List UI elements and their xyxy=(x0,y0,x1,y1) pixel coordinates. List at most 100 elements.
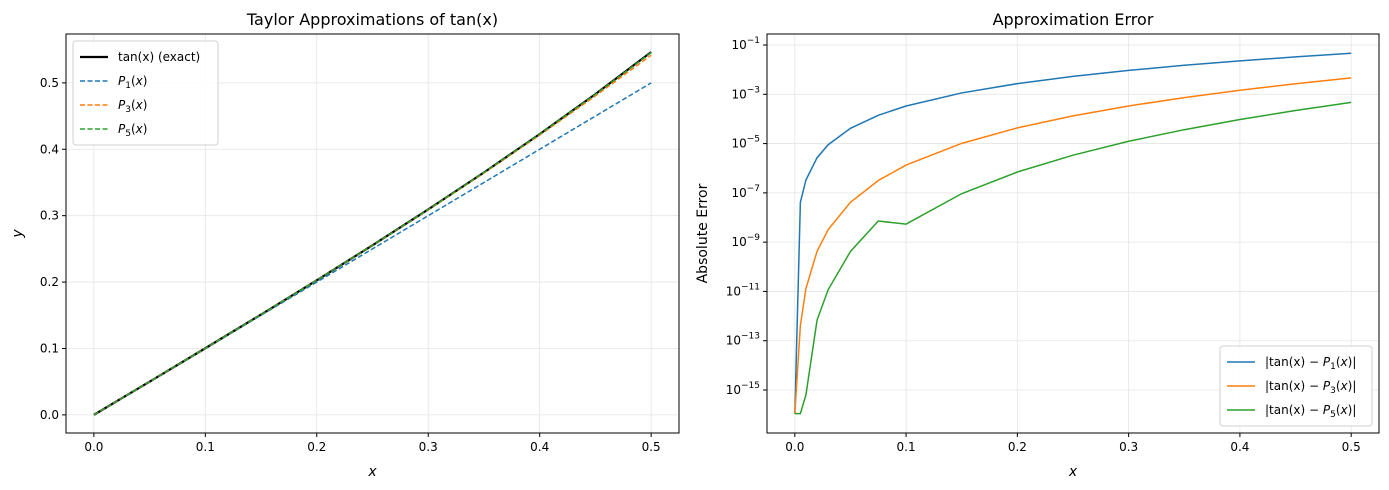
legend-label-part: P xyxy=(1323,355,1331,369)
series-line-1 xyxy=(794,52,1352,414)
axes-frame xyxy=(65,33,680,434)
legend-label-part: |tan(x) − xyxy=(1265,379,1323,393)
chart-title: Approximation Error xyxy=(993,10,1154,29)
x-tick-label: 0.5 xyxy=(642,440,661,454)
legend-label-part: )| xyxy=(1348,403,1357,417)
legend-label-part: x xyxy=(135,74,144,88)
legend-label-part: 1 xyxy=(1330,362,1336,372)
tick-exponent: −11 xyxy=(741,282,760,292)
x-tick-label: 0.2 xyxy=(307,440,326,454)
legend-label: |tan(x) − P3(x)| xyxy=(1265,379,1356,396)
x-tick-label: 0.1 xyxy=(897,440,916,454)
y-tick-label: 10−5 xyxy=(731,135,760,151)
x-tick-label: 0.2 xyxy=(1008,440,1027,454)
y-tick-label: 10−13 xyxy=(726,332,760,348)
tick-exponent: −15 xyxy=(741,381,760,391)
y-tick-label: 10−9 xyxy=(731,233,760,249)
chart-1: 0.0 0.1 0.2 0.3 0.4 0.5 0.0 0.1 0.2 0.3 0.4 0.5 Tayl… xyxy=(10,10,680,480)
x-tick-label: 0.3 xyxy=(1119,440,1138,454)
y-tick-label: 0.1 xyxy=(40,341,59,355)
x-axis-label: x xyxy=(367,464,377,480)
tick-base: 10 xyxy=(726,383,741,397)
tick-base: 10 xyxy=(726,334,741,348)
tick-base: 10 xyxy=(731,235,746,249)
axes-frame xyxy=(766,33,1380,434)
y-tick-label: 0.0 xyxy=(40,408,59,422)
y-tick-label: 10−11 xyxy=(726,282,760,298)
legend: |tan(x) − P1(x)||tan(x) − P3(x)||tan(x) … xyxy=(1219,345,1373,427)
x-tick-label: 0.0 xyxy=(84,440,103,454)
tick-base: 10 xyxy=(726,284,741,298)
x-tick-label: 0.3 xyxy=(419,440,438,454)
legend-label-part: ) xyxy=(143,98,148,112)
legend-label-part: x xyxy=(1340,355,1349,369)
y-axis-label: y xyxy=(10,229,26,239)
y-tick-label: 0.4 xyxy=(40,142,59,156)
y-tick-label: 10−3 xyxy=(731,85,760,101)
legend-label-part: 3 xyxy=(125,105,131,115)
tick-base: 10 xyxy=(731,186,746,200)
legend-label-part: 5 xyxy=(125,129,131,139)
legend-label-part: x xyxy=(1340,379,1349,393)
tick-exponent: −9 xyxy=(747,233,761,243)
legend-label-part: ( xyxy=(131,98,136,112)
legend-label-part: P xyxy=(118,122,126,136)
y-tick-label: 0.5 xyxy=(40,76,59,90)
legend-box xyxy=(72,40,219,146)
y-axis-label: Absolute Error xyxy=(695,183,711,283)
tick-exponent: −13 xyxy=(741,332,760,342)
y-tick-label: 0.3 xyxy=(40,209,59,223)
legend-label-part: 1 xyxy=(125,81,131,91)
tick-base: 10 xyxy=(731,38,746,52)
tick-base: 10 xyxy=(731,137,746,151)
tick-exponent: −3 xyxy=(747,85,760,95)
legend-label-part: ( xyxy=(131,122,136,136)
tick-exponent: −7 xyxy=(747,184,760,194)
legend-label-part: ( xyxy=(131,74,136,88)
legend-label: P3(x) xyxy=(118,98,147,115)
x-tick-label: 0.5 xyxy=(1342,440,1361,454)
y-tick-label: 10−1 xyxy=(731,36,760,52)
legend-label-part: 3 xyxy=(1330,386,1336,396)
legend-label-part: ( xyxy=(1336,379,1341,393)
legend-label: |tan(x) − P5(x)| xyxy=(1265,403,1356,420)
legend-label-part: x xyxy=(1340,403,1349,417)
tick-exponent: −5 xyxy=(747,135,760,145)
legend-label: tan(x) (exact) xyxy=(118,50,200,64)
x-tick-label: 0.4 xyxy=(1230,440,1249,454)
legend-label-part: P xyxy=(118,74,126,88)
legend-label-part: )| xyxy=(1348,379,1357,393)
y-tick-label: 10−15 xyxy=(726,381,760,397)
legend-label-part: |tan(x) − xyxy=(1265,355,1323,369)
y-tick-label: 10−7 xyxy=(731,184,760,200)
x-tick-label: 0.1 xyxy=(196,440,215,454)
series-line-3 xyxy=(794,101,1352,415)
x-tick-label: 0.4 xyxy=(530,440,549,454)
legend-label-part: 5 xyxy=(1330,410,1336,420)
legend-label-part: x xyxy=(135,98,144,112)
legend-label-part: ( xyxy=(1336,355,1341,369)
legend-label-part: )| xyxy=(1348,355,1357,369)
legend-label: P1(x) xyxy=(118,74,147,91)
legend-label-part: P xyxy=(118,98,126,112)
chart-2: 0.0 0.1 0.2 0.3 0.4 0.510−110−310−510−710−910… xyxy=(695,10,1380,480)
tick-exponent: −1 xyxy=(747,36,760,46)
tick-base: 10 xyxy=(731,87,746,101)
legend-label-part: P xyxy=(1323,379,1331,393)
legend: tan(x) (exact)P1(x)P3(x)P5(x) xyxy=(72,40,219,146)
legend-label-part: ) xyxy=(143,122,148,136)
legend-label-part: ) xyxy=(143,74,148,88)
x-tick-label: 0.0 xyxy=(785,440,804,454)
y-tick-label: 0.2 xyxy=(40,275,59,289)
legend-label: P5(x) xyxy=(118,122,147,139)
legend-box xyxy=(1219,345,1373,427)
legend-label-part: P xyxy=(1323,403,1331,417)
series-line-4 xyxy=(93,51,652,416)
series-line-2 xyxy=(794,77,1352,414)
legend-label-part: x xyxy=(135,122,144,136)
legend-label: |tan(x) − P1(x)| xyxy=(1265,355,1356,372)
legend-label-part: ( xyxy=(1336,403,1341,417)
x-axis-label: x xyxy=(1068,464,1078,480)
chart-title: Taylor Approximations of tan(x) xyxy=(246,10,498,29)
